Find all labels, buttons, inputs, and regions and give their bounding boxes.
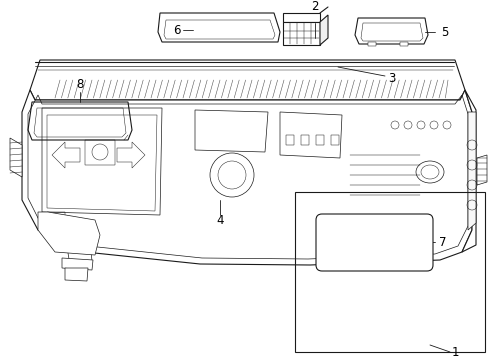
Polygon shape [283, 22, 320, 45]
Polygon shape [30, 60, 465, 100]
Polygon shape [477, 155, 487, 185]
Text: 8: 8 [76, 78, 84, 91]
Polygon shape [355, 18, 428, 44]
Polygon shape [10, 138, 22, 177]
Bar [295, 192, 485, 352]
FancyBboxPatch shape [316, 214, 433, 271]
Text: 6: 6 [173, 23, 181, 36]
Polygon shape [462, 90, 476, 252]
Text: 4: 4 [216, 213, 224, 226]
Text: 5: 5 [441, 26, 449, 39]
Polygon shape [468, 112, 476, 230]
Polygon shape [283, 13, 320, 22]
Text: 1: 1 [451, 346, 459, 359]
Polygon shape [62, 258, 93, 270]
Polygon shape [158, 13, 280, 42]
Polygon shape [368, 42, 376, 46]
Polygon shape [22, 90, 472, 265]
Text: 2: 2 [311, 0, 319, 13]
Text: 7: 7 [439, 235, 447, 248]
Polygon shape [28, 102, 132, 140]
Polygon shape [38, 212, 100, 255]
Polygon shape [65, 268, 88, 281]
Polygon shape [320, 15, 328, 45]
Text: 3: 3 [388, 72, 396, 85]
Polygon shape [400, 42, 408, 46]
